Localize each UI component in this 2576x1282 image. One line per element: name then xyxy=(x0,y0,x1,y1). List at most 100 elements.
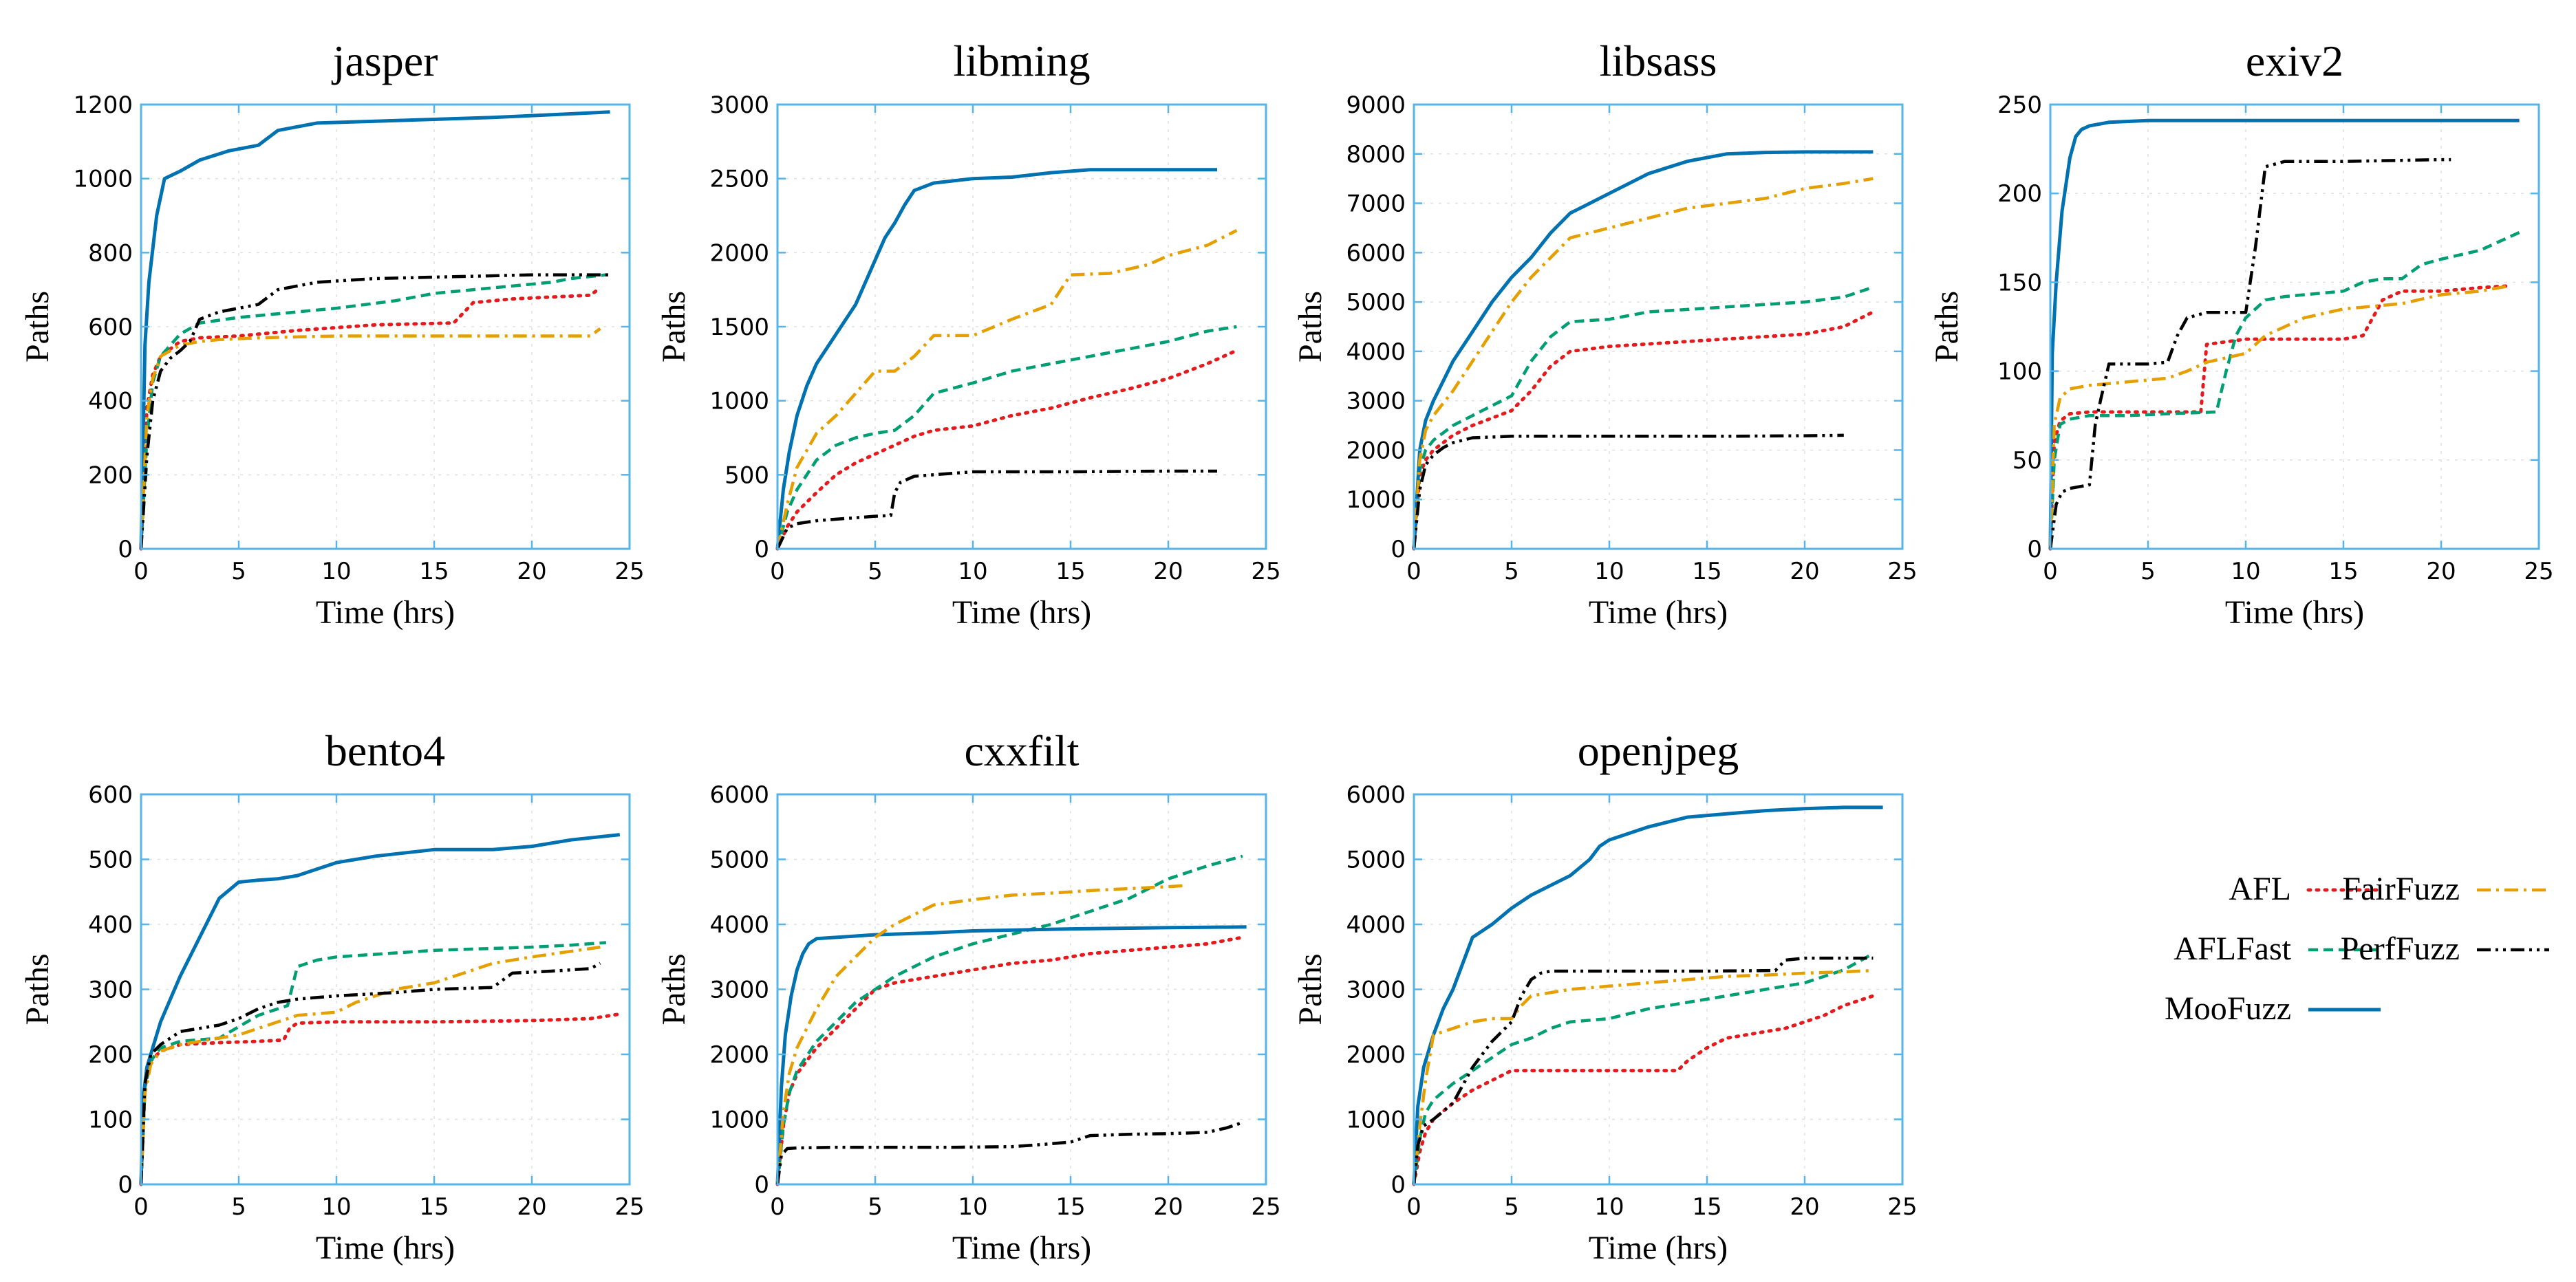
x-tick-label: 0 xyxy=(770,1193,785,1221)
series-line-aflfast xyxy=(775,854,1243,1185)
series-line-moofuzz xyxy=(1412,150,1874,550)
y-tick-label: 500 xyxy=(88,847,133,874)
y-tick-label: 2000 xyxy=(709,239,769,267)
x-axis-label: Time (hrs) xyxy=(316,594,455,631)
chart-jasper: 0 5 10 15 20 25 0 200 400 600 800 1000 1200 jasper Tim… xyxy=(19,36,645,631)
x-tick-label: 5 xyxy=(231,558,246,585)
y-tick-label: 100 xyxy=(1997,358,2042,386)
y-tick-label: 9000 xyxy=(1346,91,1406,119)
legend: AFL FairFuzz AFLFast PerfFuzz MooFuzz xyxy=(2165,871,2549,1027)
y-axis-label: Paths xyxy=(656,291,692,362)
legend-label-aflfast: AFLFast xyxy=(2174,931,2291,967)
series-line-fairfuzz xyxy=(2048,284,2510,550)
x-tick-label: 20 xyxy=(1790,558,1819,585)
chart-title: libsass xyxy=(1600,36,1717,85)
legend-entry-afl: AFL xyxy=(2229,871,2383,907)
y-tick-label: 200 xyxy=(88,461,133,489)
y-tick-label: 2000 xyxy=(709,1041,769,1069)
x-tick-label: 15 xyxy=(2328,558,2358,585)
y-tick-label: 400 xyxy=(88,911,133,939)
y-tick-label: 0 xyxy=(1391,1171,1406,1199)
y-tick-label: 1200 xyxy=(73,91,133,119)
y-tick-label: 6000 xyxy=(1346,239,1406,267)
y-tick-label: 0 xyxy=(1391,536,1406,563)
x-tick-label: 20 xyxy=(517,558,546,585)
plot-frame xyxy=(1413,103,1904,550)
series-line-afl xyxy=(775,935,1245,1186)
legend-entry-perffuzz: PerfFuzz xyxy=(2341,931,2549,967)
y-tick-label: 3000 xyxy=(709,91,769,119)
y-tick-label: 200 xyxy=(1997,180,2042,208)
x-tick-label: 20 xyxy=(1153,558,1183,585)
series-line-afl xyxy=(1412,994,1875,1186)
legend-entry-moofuzz: MooFuzz xyxy=(2165,990,2381,1027)
series-line-fairfuzz xyxy=(139,327,601,550)
x-axis-label: Time (hrs) xyxy=(316,1230,455,1266)
x-tick-label: 5 xyxy=(231,1193,246,1221)
series-line-fairfuzz xyxy=(775,884,1188,1185)
x-tick-label: 10 xyxy=(2231,558,2260,585)
series-line-moofuzz xyxy=(775,925,1247,1185)
series-line-perffuzz xyxy=(1412,956,1874,1185)
x-tick-label: 20 xyxy=(2426,558,2456,585)
y-tick-label: 5000 xyxy=(1346,847,1406,874)
y-tick-label: 2000 xyxy=(1346,437,1406,464)
y-tick-label: 2000 xyxy=(1346,1041,1406,1069)
x-tick-label: 5 xyxy=(1504,1193,1519,1221)
y-tick-label: 4000 xyxy=(709,911,769,939)
x-tick-label: 10 xyxy=(958,1193,987,1221)
y-axis-label: Paths xyxy=(1929,291,1965,362)
legend-entry-fairfuzz: FairFuzz xyxy=(2342,871,2549,907)
series-line-afl xyxy=(1412,310,1875,551)
x-tick-label: 10 xyxy=(321,558,351,585)
series-line-perffuzz xyxy=(775,1121,1243,1185)
y-tick-label: 0 xyxy=(754,536,769,563)
x-tick-label: 20 xyxy=(517,1193,546,1221)
legend-entry-aflfast: AFLFast xyxy=(2174,931,2381,967)
x-tick-label: 15 xyxy=(1692,1193,1721,1221)
series-line-afl xyxy=(139,1012,622,1186)
x-tick-label: 15 xyxy=(419,1193,449,1221)
x-axis-label: Time (hrs) xyxy=(1589,1230,1728,1266)
y-tick-label: 0 xyxy=(118,536,133,563)
chart-title: libming xyxy=(953,36,1090,85)
y-tick-label: 500 xyxy=(724,461,769,489)
y-tick-label: 1500 xyxy=(709,314,769,341)
x-tick-label: 10 xyxy=(1594,558,1624,585)
y-tick-label: 150 xyxy=(1997,269,2042,296)
y-tick-label: 8000 xyxy=(1346,141,1406,169)
y-tick-label: 6000 xyxy=(1346,781,1406,809)
y-tick-label: 1000 xyxy=(709,388,769,415)
x-tick-label: 5 xyxy=(868,558,883,585)
y-axis-label: Paths xyxy=(1292,953,1329,1025)
y-tick-label: 250 xyxy=(1997,91,2042,119)
series-line-afl xyxy=(2048,284,2511,551)
x-tick-label: 25 xyxy=(2524,558,2553,585)
legend-label-afl: AFL xyxy=(2229,871,2291,907)
chart-panels: 0 5 10 15 20 25020040060080010001200jasperTim… xyxy=(19,36,2554,1266)
chart-title: jasper xyxy=(332,36,438,85)
series-line-aflfast xyxy=(775,325,1237,550)
y-tick-label: 3000 xyxy=(709,977,769,1004)
x-tick-label: 0 xyxy=(133,1193,149,1221)
y-tick-label: 600 xyxy=(88,781,133,809)
x-tick-label: 0 xyxy=(770,558,785,585)
x-tick-label: 25 xyxy=(1887,1193,1917,1221)
y-tick-label: 0 xyxy=(2027,536,2042,563)
x-tick-label: 15 xyxy=(1055,558,1085,585)
y-tick-label: 1000 xyxy=(73,166,133,193)
y-tick-label: 1000 xyxy=(1346,1107,1406,1134)
series-line-moofuzz xyxy=(775,168,1217,550)
x-tick-label: 20 xyxy=(1153,1193,1183,1221)
y-tick-label: 3000 xyxy=(1346,977,1406,1004)
y-axis-label: Paths xyxy=(19,291,56,362)
chart-libsass: 0 5 10 15 20 25 0 1000 2000 3000 4000 5000 6000 7000 8… xyxy=(1292,36,1918,631)
x-axis-label: Time (hrs) xyxy=(952,1230,1091,1266)
series-line-moofuzz xyxy=(2048,118,2520,550)
series-line-perffuzz xyxy=(139,273,610,550)
chart-cxxfilt: 0 5 10 15 20 25 0 1000 2000 3000 4000 5000 6000 cxxfi… xyxy=(656,726,1281,1266)
series-line-perffuzz xyxy=(139,962,601,1185)
chart-title: cxxfilt xyxy=(964,726,1079,775)
